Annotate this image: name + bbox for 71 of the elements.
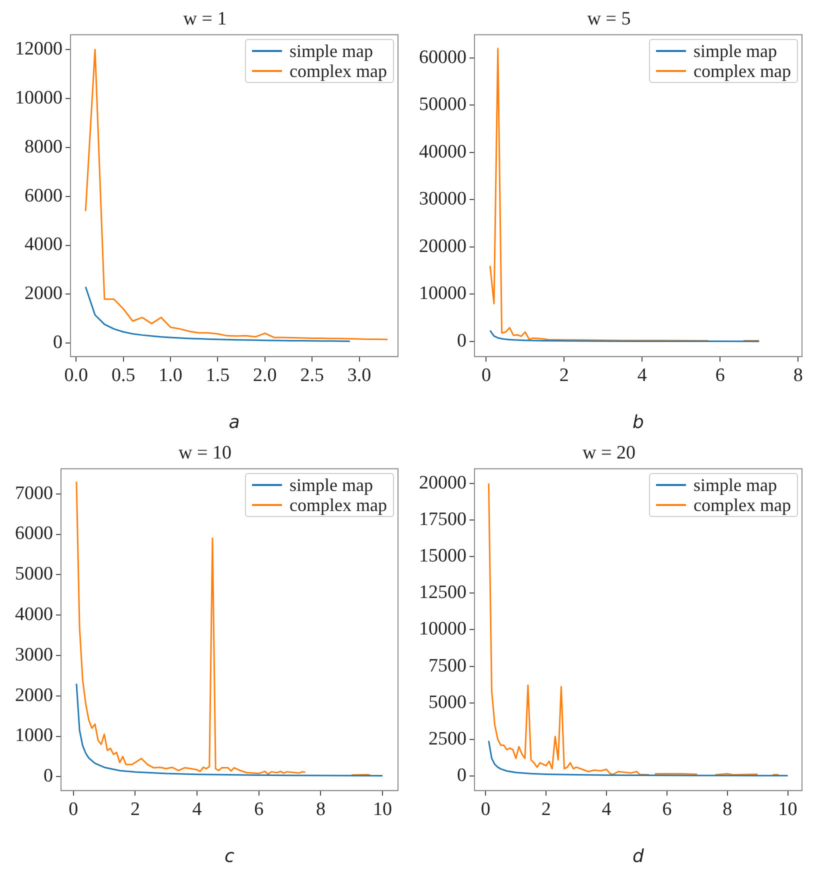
- x-tick-label: 1.0: [158, 364, 182, 386]
- y-tick-label: 5000: [428, 692, 466, 713]
- x-tick-label: 3.0: [347, 364, 372, 386]
- y-tick-label: 10000: [419, 618, 466, 640]
- x-tick-label: 8: [316, 798, 326, 820]
- x-tick-label: 2.0: [253, 364, 277, 386]
- y-tick-label: 30000: [419, 188, 466, 210]
- y-tick-label: 60000: [419, 46, 466, 68]
- y-tick-label: 10000: [419, 283, 466, 304]
- x-tick-label: 8: [722, 798, 732, 820]
- y-tick-label: 0: [44, 766, 53, 787]
- chart-title: w = 10: [178, 442, 232, 464]
- x-tick-label: 0.5: [111, 364, 136, 386]
- y-tick-label: 4000: [24, 234, 62, 256]
- legend-label: complex map: [694, 494, 791, 515]
- y-tick-label: 7000: [15, 482, 53, 504]
- x-axis-title: a: [228, 412, 240, 433]
- y-tick-label: 2000: [24, 283, 62, 304]
- x-tick-label: 10: [778, 798, 798, 820]
- x-tick-label: 6: [715, 364, 725, 386]
- x-axis-title: b: [632, 412, 644, 433]
- y-tick-label: 7500: [428, 655, 466, 676]
- chart-title: w = 5: [587, 8, 631, 30]
- y-tick-label: 0: [457, 764, 466, 786]
- y-tick-label: 0: [53, 332, 62, 354]
- y-tick-label: 8000: [24, 136, 62, 158]
- x-tick-label: 1.5: [206, 364, 230, 386]
- x-axis-title: d: [632, 846, 645, 867]
- y-tick-label: 0: [457, 330, 466, 352]
- x-tick-label: 4: [602, 798, 612, 820]
- y-tick-label: 5000: [15, 564, 53, 585]
- y-tick-label: 40000: [419, 141, 466, 162]
- x-tick-label: 6: [254, 798, 264, 820]
- legend-label: simple map: [290, 474, 374, 495]
- y-tick-label: 1000: [15, 725, 53, 746]
- x-tick-label: 2: [541, 798, 551, 820]
- y-tick-label: 2500: [428, 728, 466, 750]
- x-tick-label: 0.0: [64, 364, 88, 386]
- x-tick-label: 0: [68, 798, 78, 820]
- y-tick-label: 20000: [419, 236, 466, 257]
- y-tick-label: 4000: [15, 604, 53, 626]
- y-tick-label: 3000: [15, 644, 53, 666]
- legend-label: simple map: [694, 40, 778, 61]
- legend-label: complex map: [694, 60, 791, 81]
- legend-label: complex map: [290, 494, 387, 515]
- y-tick-label: 2000: [15, 684, 53, 706]
- y-tick-label: 50000: [419, 94, 466, 116]
- y-tick-label: 15000: [419, 546, 466, 567]
- x-tick-label: 4: [637, 364, 648, 386]
- x-tick-label: 2: [559, 364, 569, 386]
- x-tick-label: 2.5: [300, 364, 324, 386]
- x-tick-label: 2: [130, 798, 140, 820]
- x-tick-label: 0: [480, 798, 490, 820]
- chart-title: w = 1: [183, 8, 227, 30]
- chart-title: w = 20: [582, 442, 636, 464]
- y-tick-label: 6000: [24, 185, 62, 206]
- legend-label: complex map: [290, 60, 387, 81]
- y-tick-label: 20000: [419, 472, 466, 494]
- y-tick-label: 12500: [419, 582, 466, 604]
- legend-label: simple map: [290, 40, 374, 61]
- x-tick-label: 4: [192, 798, 202, 820]
- y-tick-label: 12000: [15, 38, 62, 60]
- y-tick-label: 10000: [15, 87, 62, 108]
- x-tick-label: 0: [481, 364, 491, 386]
- legend-label: simple map: [694, 474, 778, 495]
- x-tick-label: 8: [793, 364, 803, 386]
- y-tick-label: 6000: [15, 523, 53, 544]
- x-axis-title: c: [224, 846, 235, 867]
- x-tick-label: 6: [662, 798, 672, 820]
- y-tick-label: 17500: [419, 508, 466, 530]
- x-tick-label: 10: [373, 798, 392, 820]
